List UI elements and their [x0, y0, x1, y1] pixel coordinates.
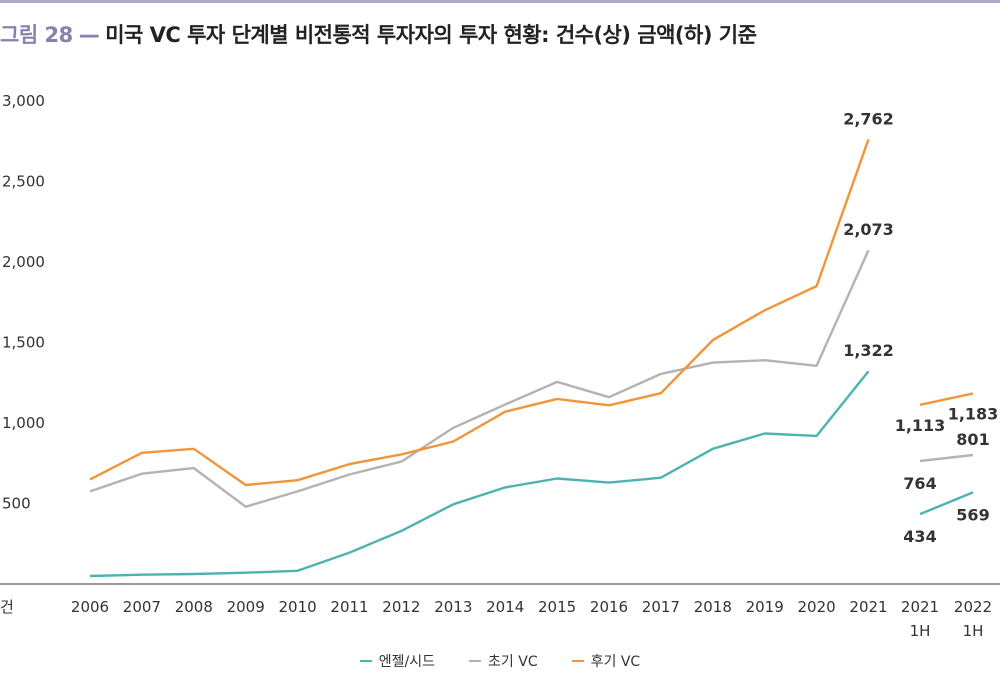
x-tick-label: 2006 [71, 598, 109, 616]
x-tick-label-half-year: 2021 [901, 598, 939, 616]
x-tick-label: 2014 [486, 598, 524, 616]
legend-item-late-vc: 후기 VC [571, 651, 641, 671]
x-tick-label: 2018 [694, 598, 732, 616]
x-tick-label: 2010 [279, 598, 317, 616]
x-tick-label-half-period: 1H [910, 622, 931, 640]
y-tick-label: 1,000 [2, 414, 45, 432]
x-tick-label: 2008 [175, 598, 213, 616]
x-tick-label-half-period: 1H [963, 622, 984, 640]
x-tick-label: 2013 [434, 598, 472, 616]
legend-label-late-vc: 후기 VC [590, 654, 641, 670]
series-half-year-line-1 [919, 453, 974, 463]
data-label-2022-1h: 1,183 [948, 405, 999, 424]
x-tick-label: 2016 [590, 598, 628, 616]
data-label-2021: 2,073 [843, 220, 894, 239]
x-tick-label: 2019 [746, 598, 784, 616]
x-tick-label: 2012 [382, 598, 420, 616]
x-tick-label-half-year: 2022 [954, 598, 992, 616]
figure-label: 그림 28 [0, 23, 73, 47]
legend-swatch-late-vc [571, 660, 584, 662]
x-tick-label: 2021 [849, 598, 887, 616]
data-label-2022-1h: 801 [956, 430, 989, 449]
data-label-2021: 2,762 [843, 109, 894, 128]
x-tick-label: 2017 [642, 598, 680, 616]
data-label-2021-1h: 764 [903, 474, 936, 493]
legend: 엔젤/시드 초기 VC 후기 VC [0, 650, 1000, 672]
data-label-2022-1h: 569 [956, 505, 989, 524]
y-axis-unit-label: 건 [0, 598, 14, 616]
series-half-year-line-2 [919, 392, 974, 406]
x-tick-label: 2020 [798, 598, 836, 616]
series-line-0 [89, 370, 870, 578]
y-tick-label: 1,500 [2, 334, 45, 352]
legend-item-angel-seed: 엔젤/시드 [359, 651, 436, 671]
x-tick-label: 2015 [538, 598, 576, 616]
top-rule [0, 0, 1000, 3]
y-tick-label: 500 [2, 495, 31, 513]
series-line-2 [89, 138, 870, 487]
legend-swatch-early-vc [469, 660, 482, 662]
data-label-2021-1h: 434 [903, 527, 936, 546]
y-tick-label: 3,000 [2, 92, 45, 110]
legend-item-early-vc: 초기 VC [469, 651, 538, 671]
legend-swatch-angel-seed [359, 660, 372, 662]
data-label-2021-1h: 1,113 [895, 416, 946, 435]
y-axis-ticks: 3,000 2,500 2,000 1,500 1,000 500 [2, 92, 45, 513]
x-tick-label: 2009 [227, 598, 265, 616]
series-lines [89, 138, 974, 578]
y-tick-label: 2,500 [2, 173, 45, 191]
chart-title: 미국 VC 투자 단계별 비전통적 투자자의 투자 현황: 건수(상) 금액(하… [105, 23, 757, 47]
series-half-year-line-0 [919, 491, 974, 516]
title-dash: — [78, 23, 100, 47]
x-axis-ticks: 2006 2007 2008 2009 2010 2011 2012 2013 2014 2015… [71, 598, 992, 640]
page-title: 그림 28— 미국 VC 투자 단계별 비전통적 투자자의 투자 현황: 건수(상… [0, 20, 757, 50]
legend-label-angel-seed: 엔젤/시드 [378, 654, 436, 670]
series-line-1 [89, 249, 870, 508]
y-tick-label: 2,000 [2, 253, 45, 271]
x-tick-label: 2011 [330, 598, 368, 616]
legend-label-early-vc: 초기 VC [488, 654, 538, 670]
x-tick-label: 2007 [123, 598, 161, 616]
data-label-2021: 1,322 [843, 341, 894, 360]
